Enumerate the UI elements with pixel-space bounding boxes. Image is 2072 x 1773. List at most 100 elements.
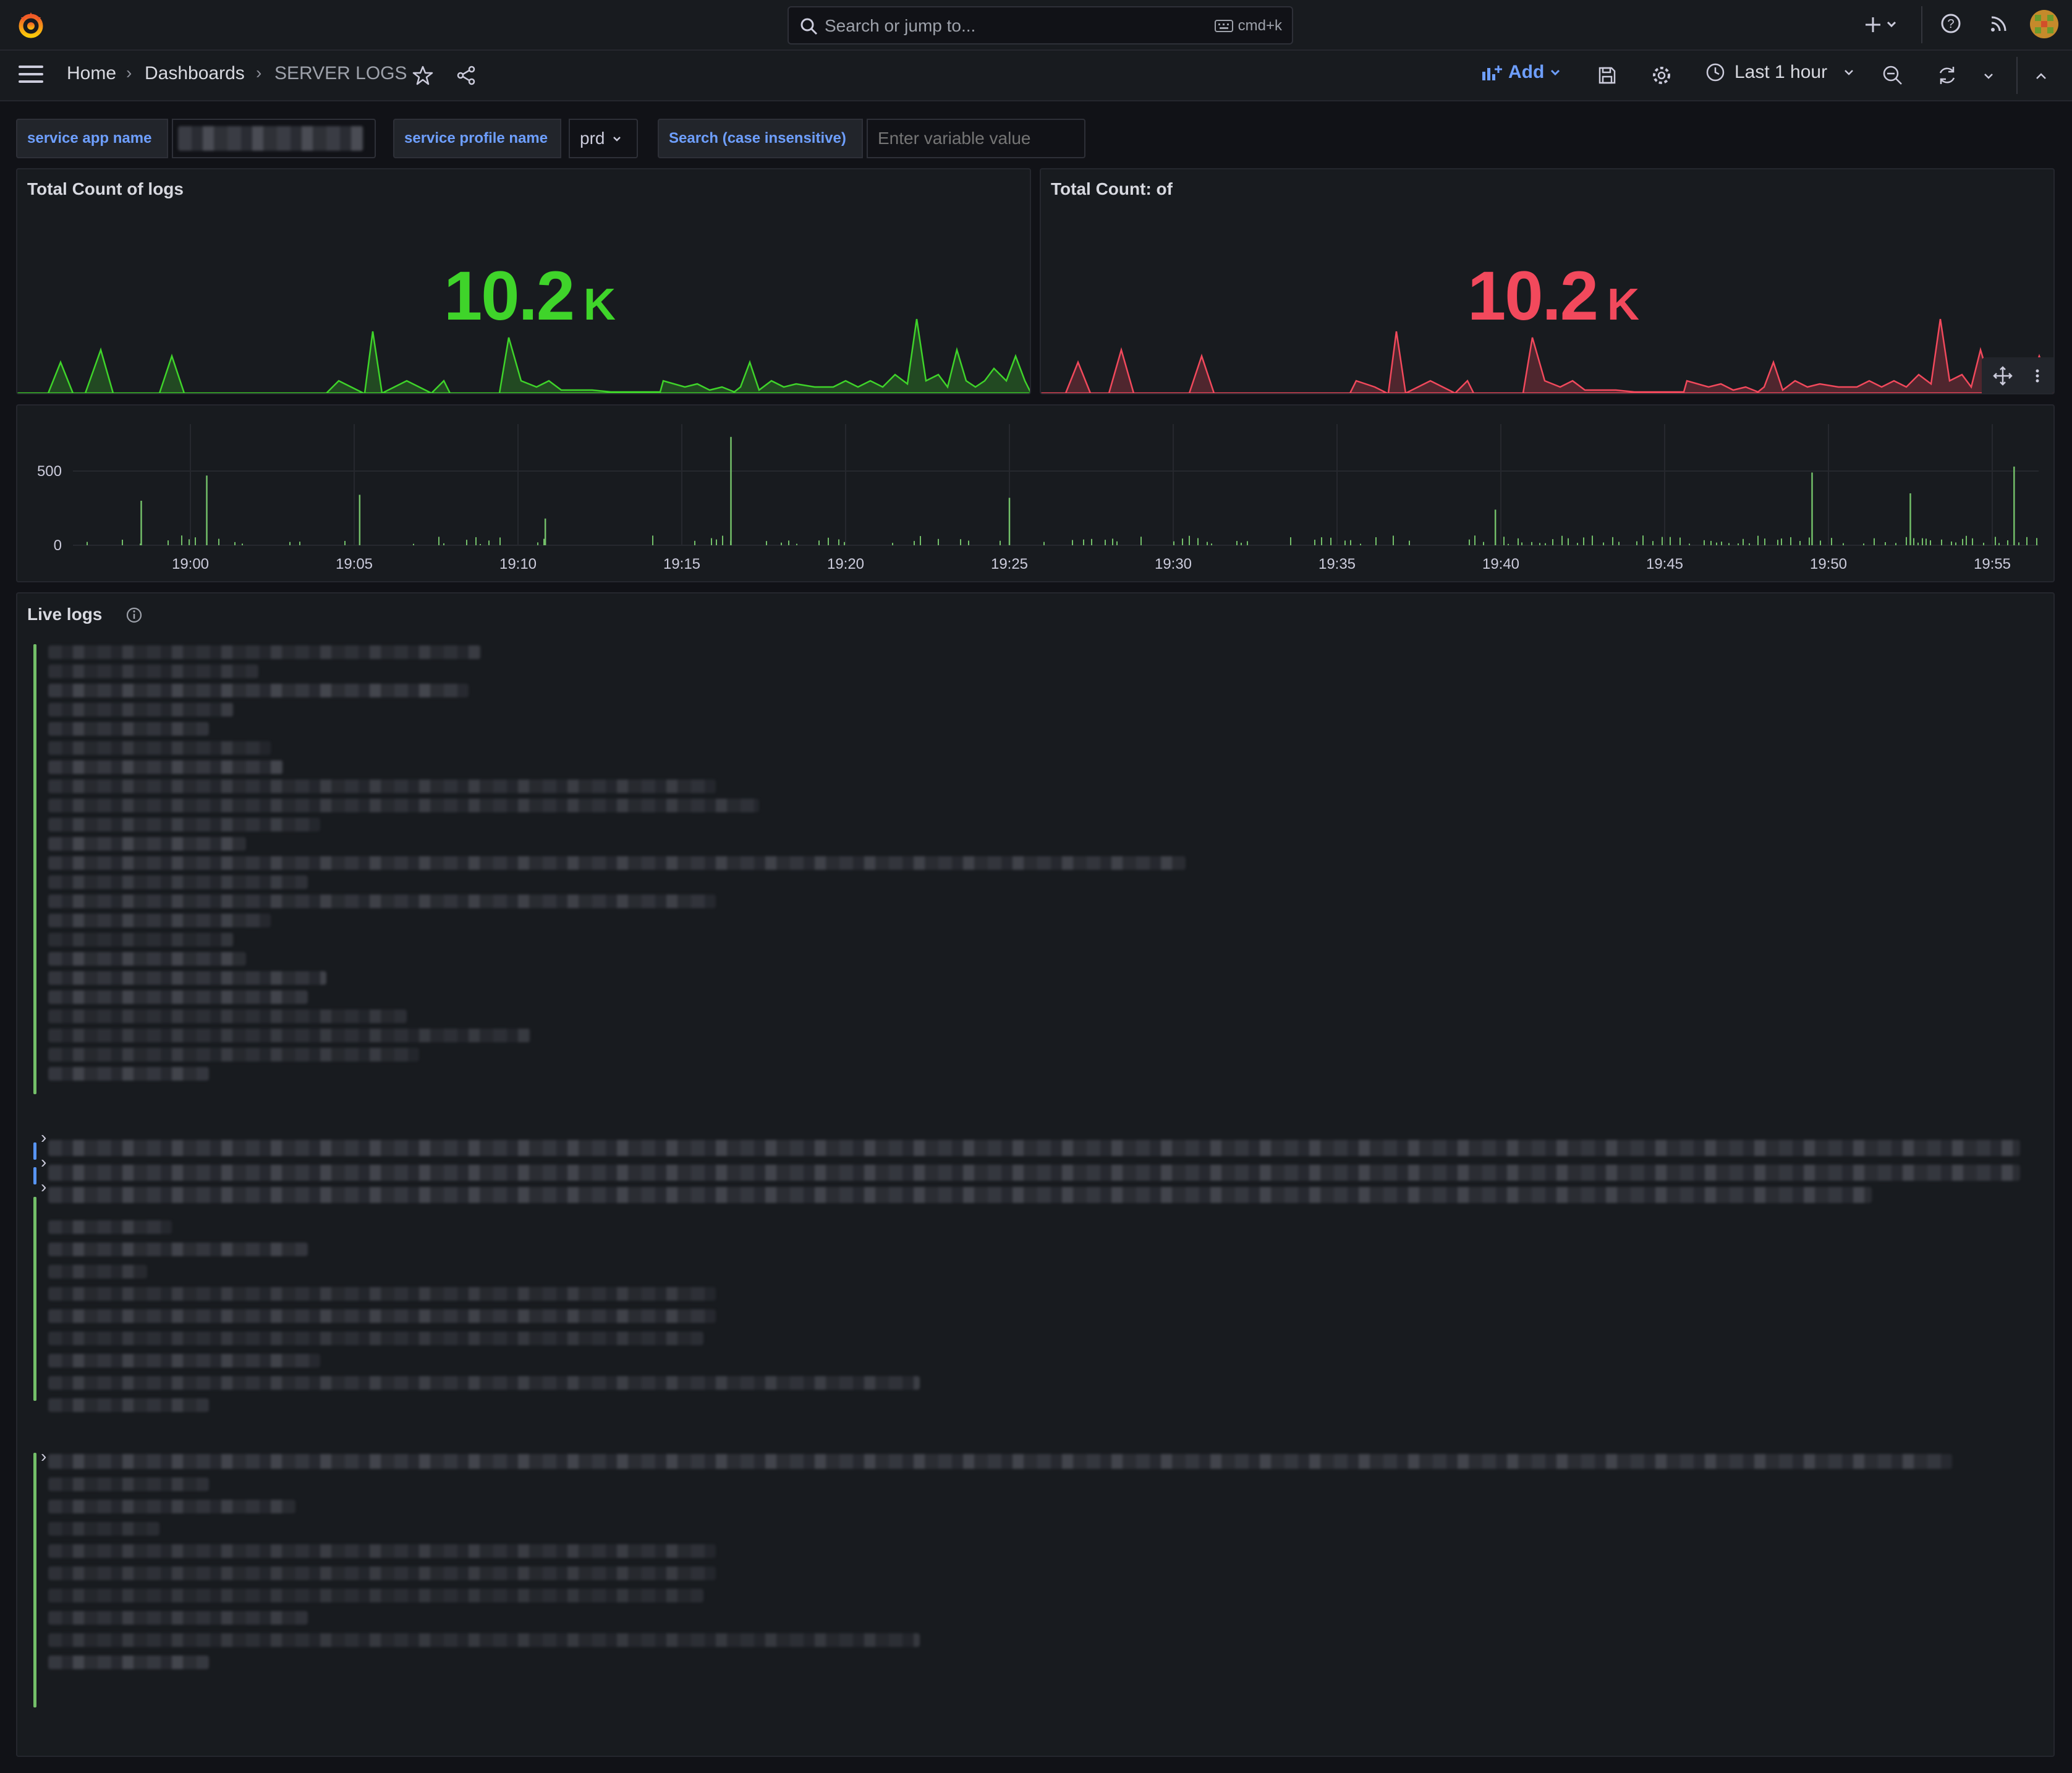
- log-line-redacted: [48, 799, 759, 812]
- shortcut-text: cmd+k: [1238, 17, 1282, 34]
- x-tick-label: 19:25: [991, 556, 1028, 572]
- log-line-redacted: [48, 1544, 716, 1558]
- panel-hover-toolbar: [1982, 357, 2053, 393]
- log-line-redacted: [48, 703, 234, 716]
- log-level-gutter: [33, 1453, 36, 1707]
- help-icon: ?: [1941, 14, 1961, 33]
- variable-select-service-app-name[interactable]: [172, 119, 376, 158]
- log-line-redacted: [48, 1567, 716, 1580]
- x-tick-label: 19:30: [1155, 556, 1192, 572]
- logs-panel[interactable]: Live logs › › › ›: [16, 592, 2055, 1757]
- stat-number: 10.2: [1467, 257, 1599, 334]
- log-line-redacted: [48, 1220, 172, 1234]
- log-line-redacted: [48, 1029, 530, 1042]
- log-line-redacted: [48, 760, 283, 774]
- variable-label-service-profile-name: service profile name: [393, 119, 561, 158]
- stat-panel-total-count[interactable]: Total Count of logs 10.2 K: [16, 168, 1031, 394]
- star-icon[interactable]: [412, 64, 434, 87]
- log-line-redacted: [48, 1589, 703, 1602]
- panel-menu-icon[interactable]: [2032, 365, 2042, 387]
- help-button[interactable]: ?: [1940, 12, 1962, 38]
- breadcrumb-current: SERVER LOGS: [274, 63, 407, 83]
- log-level-gutter: [33, 1197, 36, 1401]
- settings-gear-icon[interactable]: [1650, 64, 1673, 87]
- log-line-redacted: [48, 856, 1186, 870]
- x-tick-label: 19:15: [663, 556, 700, 572]
- log-line-redacted: [48, 952, 246, 966]
- breadcrumb-dashboards[interactable]: Dashboards: [145, 63, 245, 83]
- log-level-gutter: [33, 644, 36, 1094]
- grafana-logo-icon[interactable]: [16, 10, 46, 40]
- log-line-redacted: [48, 1010, 407, 1023]
- new-menu-button[interactable]: [1863, 12, 1900, 40]
- news-button[interactable]: [1988, 12, 2010, 38]
- panel-title: Total Count of logs: [27, 179, 184, 198]
- expand-row-chevron-icon[interactable]: ›: [41, 1128, 47, 1147]
- timeseries-chart: 0 500 19:00 19:05 19:10 19:15 19:20 19:25 19:30 1…: [37, 424, 2039, 572]
- log-line-redacted: [48, 1048, 419, 1061]
- news-icon: [1991, 16, 2006, 32]
- time-range-picker[interactable]: Last 1 hour: [1705, 62, 1856, 83]
- log-line-redacted: [48, 837, 246, 851]
- add-button[interactable]: Add: [1481, 62, 1561, 83]
- stat-unit: K: [583, 280, 616, 330]
- collapse-chevron-up-icon[interactable]: [2034, 69, 2049, 83]
- log-line-redacted: [48, 1611, 308, 1625]
- x-tick-label: 19:40: [1482, 556, 1519, 572]
- stat-value: 10.2 K: [444, 256, 616, 336]
- menu-toggle-button[interactable]: [19, 66, 43, 88]
- log-line-redacted: [48, 1398, 209, 1412]
- chevron-down-icon: [1845, 70, 1853, 75]
- expand-row-chevron-icon[interactable]: ›: [41, 1177, 47, 1196]
- y-tick-label: 0: [54, 537, 62, 554]
- log-line-redacted: [48, 1500, 295, 1513]
- x-tick-label: 19:45: [1646, 556, 1683, 572]
- log-line-redacted: [48, 1287, 716, 1301]
- log-line-redacted: [48, 818, 320, 831]
- log-line-redacted: [48, 914, 271, 927]
- y-tick-label: 500: [37, 463, 62, 480]
- share-icon[interactable]: [455, 64, 477, 87]
- timeseries-panel[interactable]: 0 500 19:00 19:05 19:10 19:15 19:20 19:25 19:30 1…: [16, 404, 2055, 582]
- log-line-redacted: [48, 1243, 308, 1256]
- add-label: Add: [1508, 62, 1545, 82]
- variable-search-input[interactable]: [867, 119, 1085, 158]
- variable-label-service-app-name: service app name: [16, 119, 168, 158]
- log-level-gutter: [33, 1142, 36, 1160]
- refresh-interval-chevron-icon[interactable]: [1982, 69, 1995, 83]
- sparkline-red: [1041, 318, 2053, 393]
- log-line-redacted: [48, 684, 469, 697]
- log-line-redacted: [48, 1265, 147, 1278]
- drag-move-icon[interactable]: [1992, 365, 2014, 387]
- search-icon: [800, 18, 818, 35]
- sparkline-green: [17, 318, 1030, 393]
- log-line-redacted: [48, 875, 308, 889]
- x-tick-label: 19:55: [1974, 556, 2011, 572]
- log-line-redacted: [48, 895, 716, 908]
- stat-value: 10.2 K: [1467, 256, 1639, 336]
- log-line-redacted: [48, 780, 716, 793]
- variable-select-service-profile-name[interactable]: prd: [569, 119, 638, 158]
- divider: [1921, 6, 1922, 43]
- avatar[interactable]: [2030, 10, 2058, 38]
- log-line-redacted: [48, 1454, 1952, 1469]
- log-line-redacted: [48, 665, 258, 678]
- x-tick-label: 19:05: [336, 556, 373, 572]
- zoom-out-icon[interactable]: [1882, 64, 1904, 87]
- expand-row-chevron-icon[interactable]: ›: [41, 1152, 47, 1171]
- search-input[interactable]: Search or jump to... cmd+k: [788, 6, 1293, 45]
- shortcut-hint: cmd+k: [1214, 17, 1282, 35]
- x-tick-label: 19:10: [499, 556, 537, 572]
- clock-icon: [1706, 63, 1725, 82]
- log-line-redacted: [48, 1309, 716, 1323]
- save-icon[interactable]: [1596, 64, 1618, 87]
- x-tick-label: 19:00: [172, 556, 209, 572]
- info-icon[interactable]: [125, 606, 143, 624]
- log-line-redacted: [48, 1165, 2020, 1181]
- refresh-icon[interactable]: [1936, 64, 1958, 87]
- stat-panel-total-count-of[interactable]: Total Count: of 10.2 K: [1040, 168, 2055, 394]
- expand-row-chevron-icon[interactable]: ›: [41, 1447, 47, 1466]
- log-line-redacted: [48, 1633, 920, 1647]
- breadcrumb-home[interactable]: Home: [67, 63, 117, 83]
- chevron-down-icon: [1551, 69, 1560, 76]
